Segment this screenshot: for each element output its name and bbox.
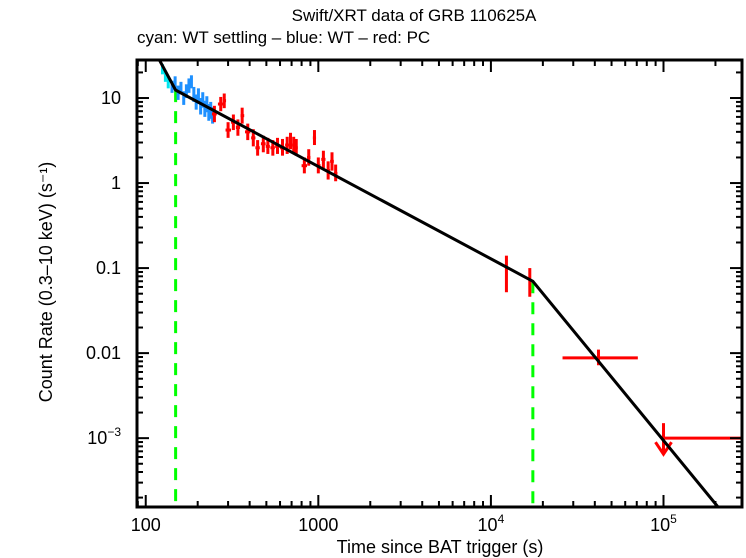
data-point [205, 96, 209, 113]
data-point [330, 152, 334, 171]
plot-area [158, 60, 741, 507]
chart-subtitle: cyan: WT settling – blue: WT – red: PC [137, 28, 430, 47]
y-tick-label: 0.01 [86, 343, 121, 363]
data-point [255, 140, 260, 156]
data-point [199, 98, 203, 115]
data-point [203, 100, 207, 117]
data-point [245, 123, 251, 141]
y-axis-label: Count Rate (0.3–10 keV) (s⁻¹) [36, 162, 56, 403]
data-point [225, 122, 232, 138]
y-tick-label: 0.1 [96, 258, 121, 278]
x-tick-label: 1000 [298, 515, 338, 535]
data-point [504, 255, 508, 293]
upper-limit-point [654, 423, 741, 457]
x-tick-label: 100 [131, 515, 161, 535]
series-pc-upper-limit [654, 423, 741, 457]
series-wt-settling [160, 64, 170, 89]
model-fit-line [158, 60, 720, 507]
x-axis-ticks: 100 1000 104 105 [131, 60, 717, 535]
data-point [333, 164, 338, 182]
data-point [292, 136, 296, 154]
data-point [222, 93, 227, 109]
y-tick-label: 10−3 [87, 425, 121, 448]
y-tick-label: 1 [111, 173, 121, 193]
x-axis-label: Time since BAT trigger (s) [337, 537, 544, 557]
series-pc [211, 93, 638, 366]
data-point [189, 75, 193, 89]
plot-frame [135, 58, 744, 509]
y-axis-ticks: 10 1 0.1 0.01 10−3 [86, 71, 742, 499]
data-point [312, 130, 317, 146]
x-tick-label: 104 [478, 512, 505, 535]
data-point [321, 150, 326, 169]
data-point [217, 96, 224, 112]
data-point [289, 132, 293, 150]
data-point [211, 105, 217, 123]
y-tick-label: 10 [101, 88, 121, 108]
data-point [294, 138, 298, 156]
data-point [240, 107, 245, 124]
chart-title: Swift/XRT data of GRB 110625A [292, 6, 537, 25]
x-tick-label: 105 [650, 512, 677, 535]
data-point [528, 268, 532, 297]
data-point [187, 78, 191, 93]
